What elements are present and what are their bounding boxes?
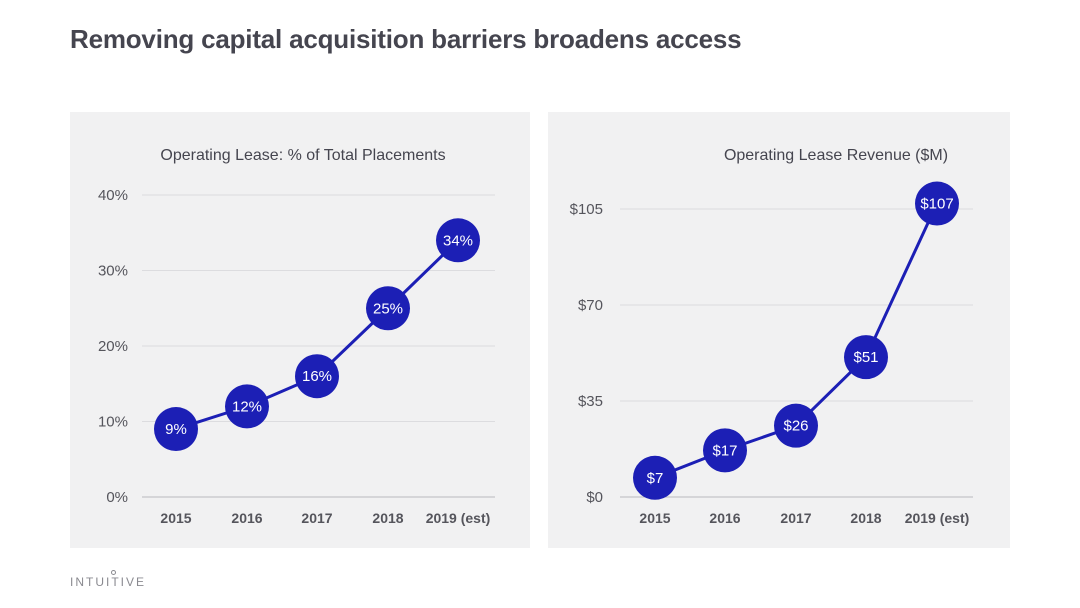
data-point <box>366 286 410 331</box>
x-tick-label: 2018 <box>372 510 403 526</box>
x-tick-label: 2016 <box>709 510 740 526</box>
y-tick-label: 20% <box>98 338 128 355</box>
data-label: $51 <box>853 349 878 366</box>
x-tick-label: 2015 <box>160 510 191 526</box>
x-tick-label: 2016 <box>231 510 262 526</box>
data-label: 12% <box>232 398 262 415</box>
data-point <box>633 455 677 500</box>
x-tick-label: 2018 <box>850 510 881 526</box>
y-tick-label: 0% <box>106 489 128 506</box>
intuitive-logo: INTUITIVE <box>70 570 147 589</box>
x-tick-label: 2019 (est) <box>905 510 970 526</box>
data-point <box>774 403 818 448</box>
y-tick-label: $105 <box>570 201 603 218</box>
x-tick-label: 2017 <box>780 510 811 526</box>
chart-panel-revenue: Operating Lease Revenue ($M) $0 $35 $70 $105… <box>548 112 1010 548</box>
data-label: 34% <box>443 232 473 249</box>
placements-line-chart: Operating Lease: % of Total Placements 0%… <box>98 147 495 526</box>
logo-dot-icon <box>111 570 116 575</box>
y-tick-label: 10% <box>98 414 128 431</box>
revenue-line-chart: Operating Lease Revenue ($M) $0 $35 $70 $105… <box>570 147 973 526</box>
data-label: $7 <box>647 470 664 487</box>
page-title: Removing capital acquisition barriers br… <box>70 24 742 54</box>
chart-title: Operating Lease: % of Total Placements <box>160 147 445 164</box>
data-point <box>225 384 269 429</box>
data-label: $26 <box>783 418 808 435</box>
y-tick-label: $35 <box>578 393 603 410</box>
data-label: $107 <box>920 196 953 213</box>
data-point <box>154 407 198 452</box>
data-point <box>915 181 959 226</box>
data-point <box>295 354 339 399</box>
series-line <box>175 239 460 431</box>
data-point <box>703 428 747 473</box>
chart-panel-placements: Operating Lease: % of Total Placements 0%… <box>70 112 530 548</box>
x-tick-label: 2015 <box>639 510 670 526</box>
y-tick-label: 40% <box>98 187 128 204</box>
data-label: 9% <box>165 421 187 438</box>
logo-text: INTUITIVE <box>70 575 147 589</box>
x-tick-label: 2017 <box>301 510 332 526</box>
data-label: $17 <box>712 442 737 459</box>
x-tick-label: 2019 (est) <box>426 510 491 526</box>
data-point <box>844 335 888 380</box>
y-tick-label: $70 <box>578 297 603 314</box>
y-tick-label: 30% <box>98 263 128 280</box>
chart-title: Operating Lease Revenue ($M) <box>724 147 948 164</box>
data-label: 25% <box>373 300 403 317</box>
y-tick-label: $0 <box>586 489 603 506</box>
data-label: 16% <box>302 368 332 385</box>
data-point <box>436 218 480 263</box>
